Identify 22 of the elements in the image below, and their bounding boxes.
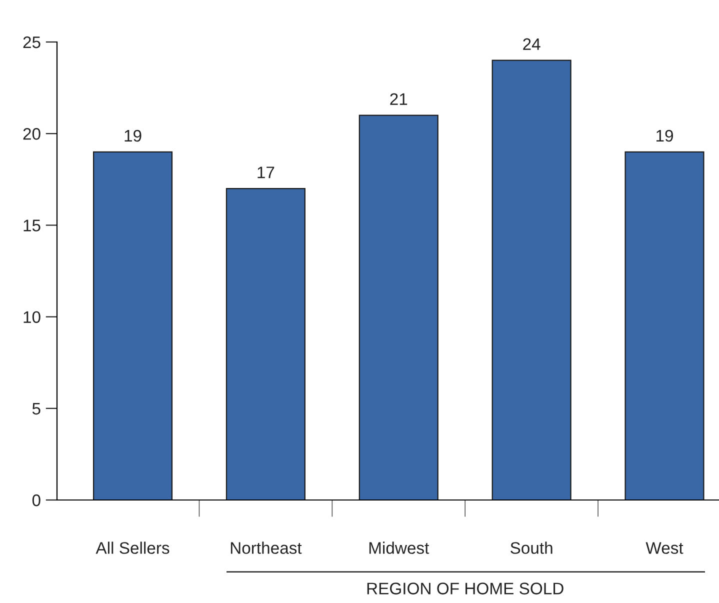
y-tick-label: 5 [32,402,40,415]
data-label: 19 [124,130,142,142]
bar [492,60,572,500]
data-label: 21 [390,93,408,105]
bar [358,114,438,500]
y-tick-label: 15 [24,220,40,232]
y-tick-label: 10 [24,311,40,324]
bar [93,151,173,500]
x-tick-label: South [510,542,552,554]
x-axis-title: REGION OF HOME SOLD [367,582,564,594]
x-tick-label: West [646,542,684,554]
data-label: 19 [656,130,673,142]
data-label: 24 [523,38,540,50]
y-tick-label: 25 [23,36,40,48]
y-tick-label: 0 [32,494,40,506]
bar [624,151,704,500]
x-tick-label: Midwest [369,542,430,554]
x-tick-label: Northeast [230,542,302,554]
y-tick-label: 20 [23,128,40,140]
data-label: 17 [258,166,274,178]
bar [226,188,306,500]
x-tick-label: All Sellers [96,542,170,554]
